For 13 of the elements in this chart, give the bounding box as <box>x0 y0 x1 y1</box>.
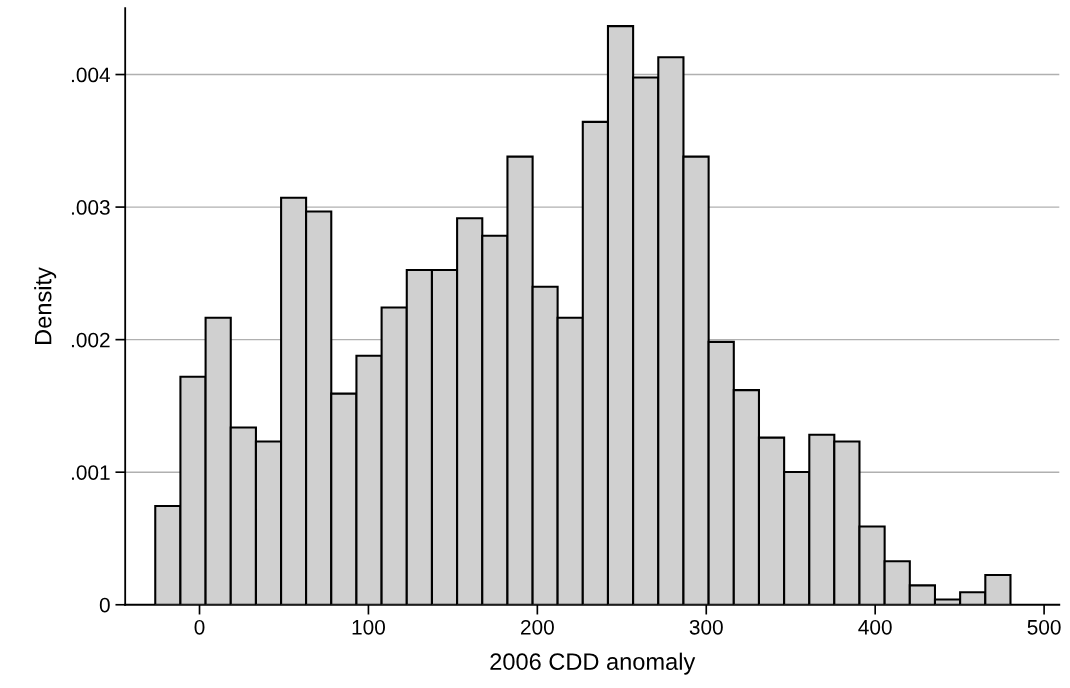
x-tick-label: 500 <box>1027 619 1061 635</box>
x-tick-label: 400 <box>858 619 892 635</box>
y-tick-label: .001 <box>71 465 110 480</box>
x-tick-label: 200 <box>521 619 554 635</box>
x-tick-label: 0 <box>194 619 205 635</box>
x-tick-label: 100 <box>352 619 385 635</box>
y-axis-title: Density <box>34 267 57 344</box>
y-tick-label: .004 <box>71 67 110 83</box>
x-axis-title: 2006 CDD anomaly <box>490 652 696 675</box>
y-tick-label: .002 <box>71 332 110 348</box>
y-tick-label: .003 <box>71 200 110 215</box>
y-tick-label: 0 <box>99 597 110 613</box>
x-tick-label: 300 <box>689 619 723 635</box>
